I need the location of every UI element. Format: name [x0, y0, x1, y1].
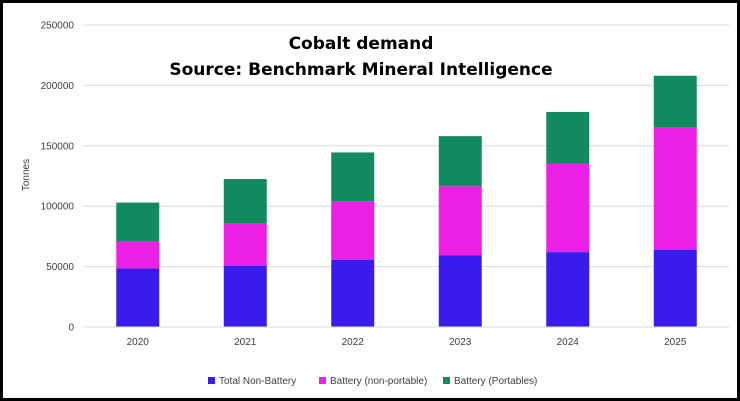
- bar-2025-series-0: [653, 249, 697, 327]
- bar-2023-series-2: [438, 136, 482, 187]
- bar-2023-series-1: [438, 186, 482, 256]
- y-tick-label: 50000: [46, 262, 74, 273]
- y-tick-label: 250000: [41, 21, 75, 32]
- y-tick-label: 200000: [41, 81, 75, 92]
- x-tick-label: 2024: [557, 337, 580, 348]
- y-axis-label: Tonnes: [21, 159, 32, 191]
- legend-label: Battery (Portables): [454, 376, 537, 387]
- y-tick-label: 150000: [41, 141, 75, 152]
- x-tick-label: 2025: [664, 337, 687, 348]
- x-tick-label: 2023: [449, 337, 472, 348]
- chart-canvas: 0 50000 100000 150000 200000 250000 Tonnes 20…: [21, 21, 729, 387]
- bar-2020-series-1: [116, 241, 160, 269]
- y-tick-label: 0: [68, 323, 74, 334]
- gridlines: [84, 24, 729, 268]
- bar-2021-series-1: [223, 223, 267, 266]
- bar-2022-series-2: [331, 152, 375, 202]
- bar-2025-series-1: [653, 127, 697, 250]
- chart-subtitle: Source: Benchmark Mineral Intelligence: [169, 60, 552, 80]
- legend-label: Battery (non-portable): [330, 376, 427, 387]
- y-axis-ticks: 0 50000 100000 150000 200000 250000: [41, 21, 75, 334]
- legend: Total Non-Battery Battery (non-portable) B…: [208, 376, 537, 387]
- bar-2021-series-2: [223, 179, 267, 224]
- bar-2023-series-0: [438, 255, 482, 327]
- bar-series: [116, 75, 697, 327]
- legend-swatch: [319, 377, 326, 384]
- legend-swatch: [443, 377, 450, 384]
- bar-2024-series-1: [546, 163, 590, 253]
- legend-label: Total Non-Battery: [219, 376, 296, 387]
- x-tick-label: 2021: [234, 337, 257, 348]
- bar-2020-series-2: [116, 202, 160, 242]
- bar-2024-series-2: [546, 111, 590, 164]
- bar-2022-series-0: [331, 259, 375, 327]
- bar-2022-series-1: [331, 201, 375, 260]
- legend-swatch: [208, 377, 215, 384]
- x-axis-ticks: 2020 2021 2022 2023 2024 2025: [127, 337, 687, 348]
- bar-2021-series-0: [223, 265, 267, 327]
- x-tick-label: 2020: [127, 337, 150, 348]
- chart-title: Cobalt demand: [289, 34, 434, 54]
- bar-2024-series-0: [546, 252, 590, 327]
- bar-2020-series-0: [116, 268, 160, 327]
- bar-2025-series-2: [653, 75, 697, 128]
- x-tick-label: 2022: [342, 337, 365, 348]
- y-tick-label: 100000: [41, 202, 75, 213]
